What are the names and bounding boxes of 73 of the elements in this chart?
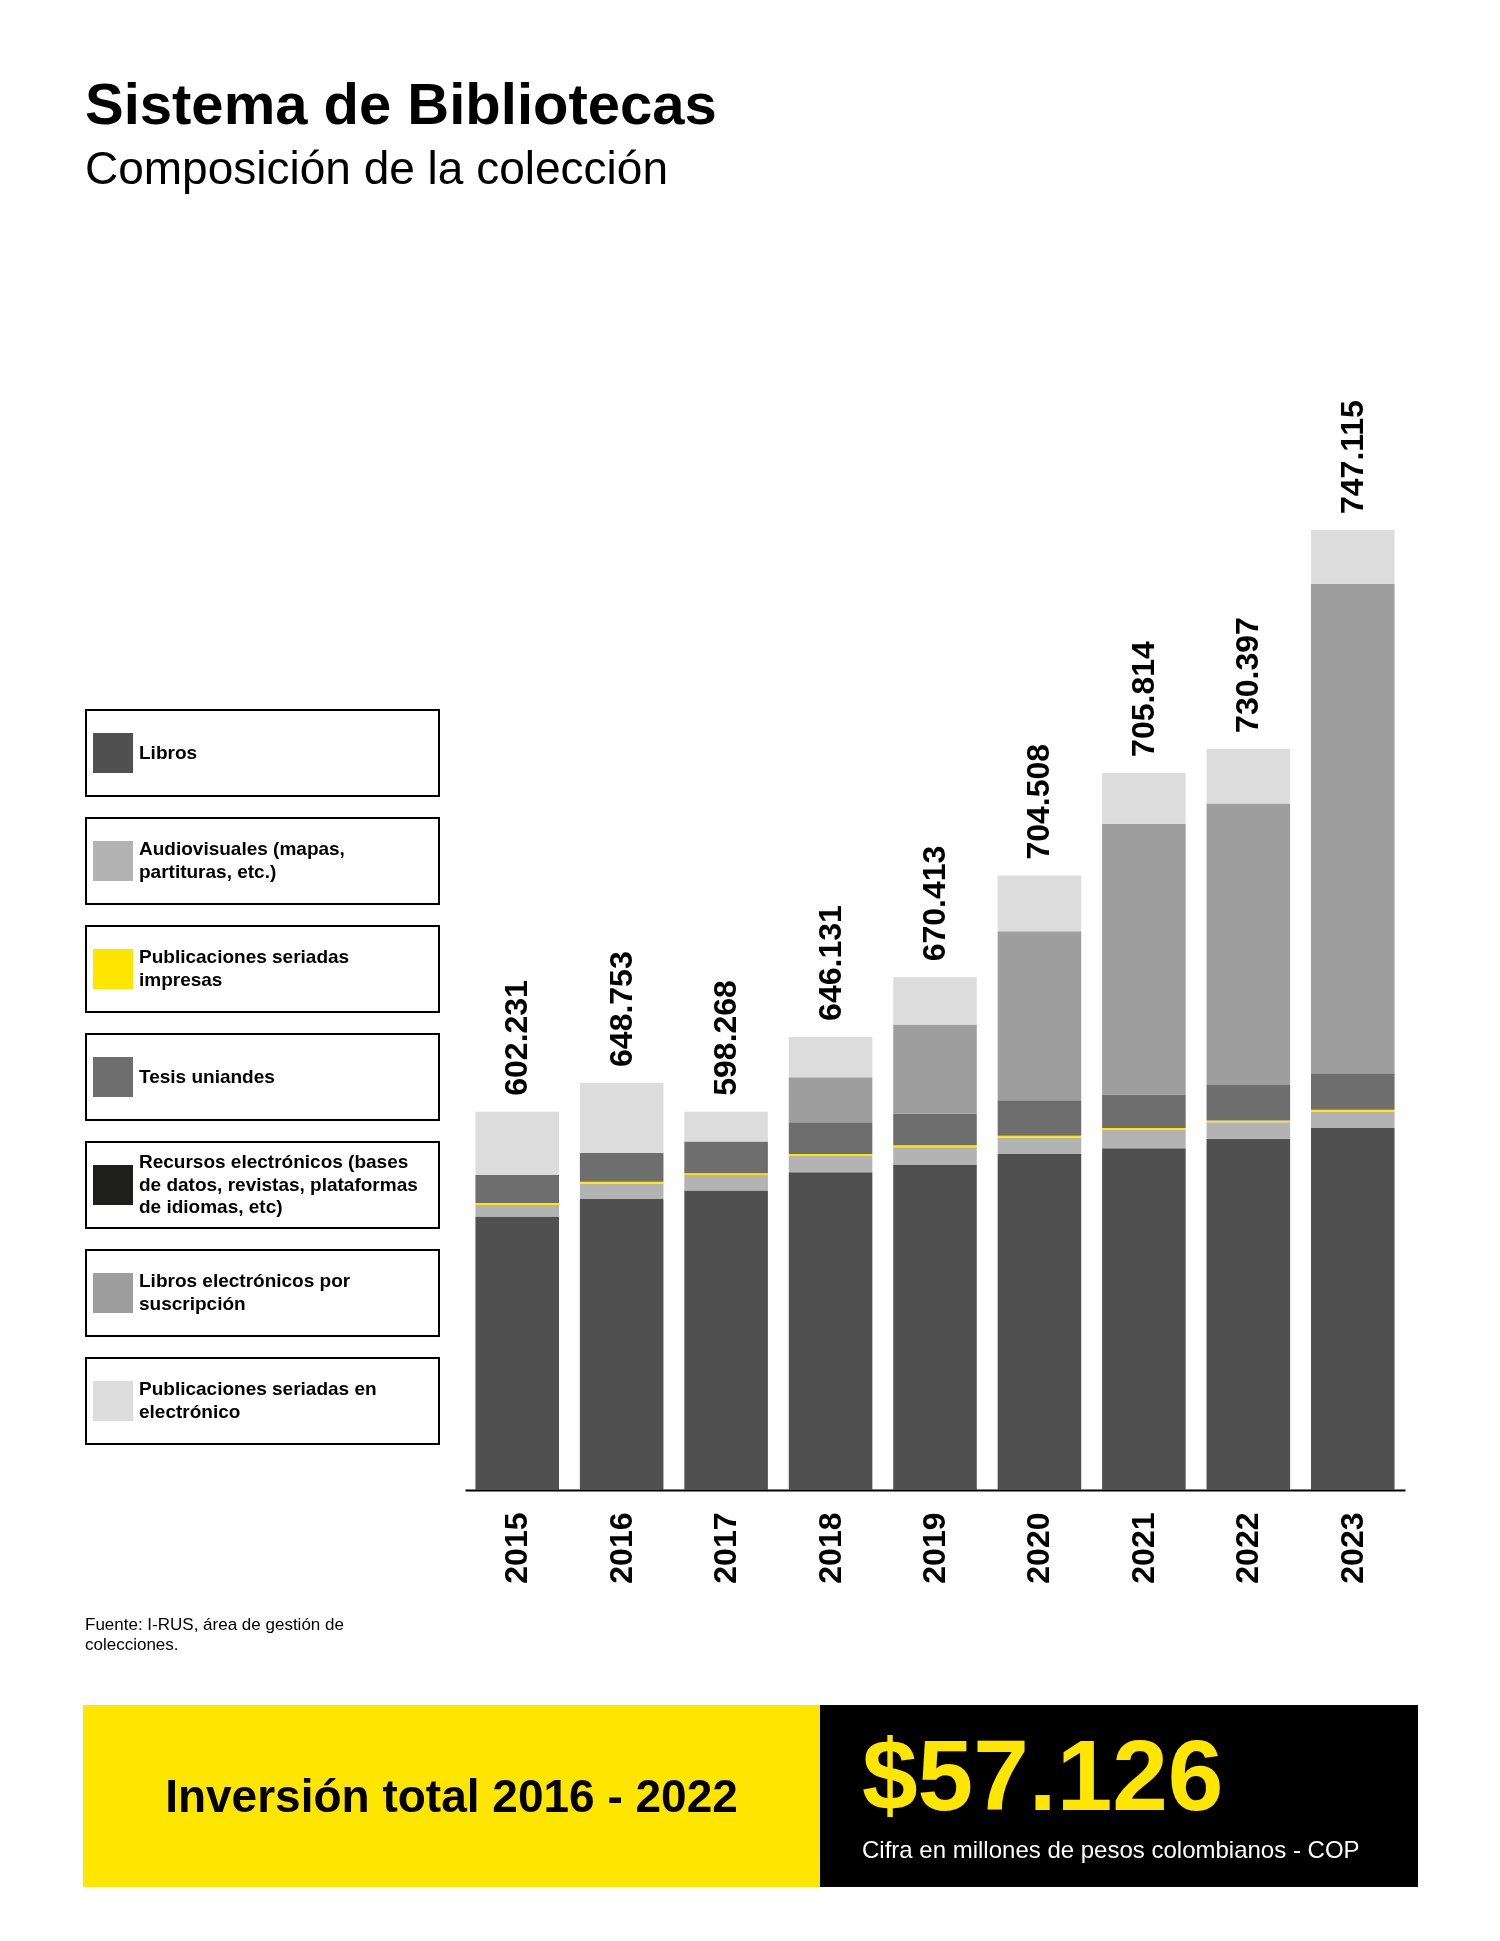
bar [684, 1141, 768, 1174]
chart-title: Sistema de Bibliotecas [85, 70, 718, 137]
bar [788, 1172, 873, 1490]
text: Inversión total 2016 - 2022 [165, 1769, 738, 1823]
bar [1311, 1073, 1395, 1110]
bar [788, 1122, 873, 1154]
x-tick-label: 2023 [1333, 1512, 1370, 1584]
bar [997, 1100, 1082, 1136]
annotation: 730.397 [1229, 617, 1266, 733]
bar [893, 1147, 977, 1165]
bar [1311, 583, 1395, 1074]
bar [684, 1190, 768, 1490]
bar [475, 1204, 559, 1217]
bar [579, 1199, 664, 1490]
bar [788, 1036, 873, 1078]
bar [475, 1216, 559, 1490]
legend-label: Libros electrónicos por suscripción [138, 1270, 352, 1316]
bar [788, 1077, 873, 1123]
bar [893, 1113, 977, 1146]
annotation: 747.115 [1333, 400, 1370, 514]
bar [475, 1175, 559, 1203]
bar [893, 977, 977, 1025]
legend-label: Tesis uniandes [138, 1065, 276, 1089]
bar [788, 1155, 873, 1173]
bar [1102, 823, 1186, 1095]
bar [1206, 803, 1291, 1085]
x-tick-label: 2016 [602, 1512, 639, 1584]
chart-subtitle: Composición de la colección [85, 141, 669, 195]
text: $57.126 [862, 1719, 1225, 1831]
x-tick-label: 2015 [498, 1512, 535, 1584]
bar [579, 1183, 664, 1200]
bar [1311, 530, 1395, 584]
legend-label: Recursos electrónicos (bases de datos, revistas, plataformas de idiomas, etc) [138, 1150, 419, 1220]
bar [997, 931, 1082, 1101]
annotation: 598.268 [707, 980, 744, 1096]
annotation: 705.814 [1124, 641, 1161, 757]
bar [1311, 1128, 1395, 1490]
bar [1102, 1148, 1186, 1490]
bar [1206, 748, 1291, 804]
x-tick-label: 2017 [707, 1512, 744, 1584]
legend-label: Publicaciones seriadas en electrónico [138, 1378, 378, 1424]
legend-label: Audiovisuales (mapas, partituras, etc.) [138, 838, 346, 884]
bar [684, 1175, 768, 1191]
bar [893, 1164, 977, 1490]
annotation: 670.413 [916, 845, 952, 962]
legend-label: Libros [138, 741, 199, 765]
x-tick-label: 2021 [1124, 1512, 1161, 1584]
x-tick-label: 2020 [1020, 1512, 1057, 1584]
x-tick-label: 2018 [811, 1512, 848, 1584]
annotation: 704.508 [1020, 743, 1057, 860]
bar [997, 875, 1082, 932]
bar [1206, 1122, 1291, 1139]
bar [1102, 1130, 1186, 1149]
source-note: Fuente: I-RUS, área de gestión de colecciones. [85, 1615, 345, 1656]
x-tick-label: 2019 [916, 1512, 952, 1584]
annotation: 648.753 [602, 951, 639, 1067]
bar [1311, 1111, 1395, 1129]
legend-label: Publicaciones seriadas impresas [138, 946, 351, 992]
text: Cifra en millones de pesos colombianos - COP [862, 1836, 1361, 1864]
bar [893, 1024, 977, 1114]
annotation: 602.231 [498, 980, 535, 1096]
bar [1102, 772, 1186, 824]
bar [579, 1082, 664, 1154]
bar [1206, 1084, 1291, 1121]
bar [1206, 1138, 1291, 1490]
bar [684, 1111, 768, 1142]
bar [997, 1137, 1082, 1154]
x-tick-label: 2022 [1229, 1512, 1266, 1584]
bar [1102, 1094, 1186, 1129]
bar [579, 1153, 664, 1182]
bar [475, 1111, 559, 1176]
bar [997, 1154, 1082, 1490]
annotation: 646.131 [811, 905, 848, 1021]
